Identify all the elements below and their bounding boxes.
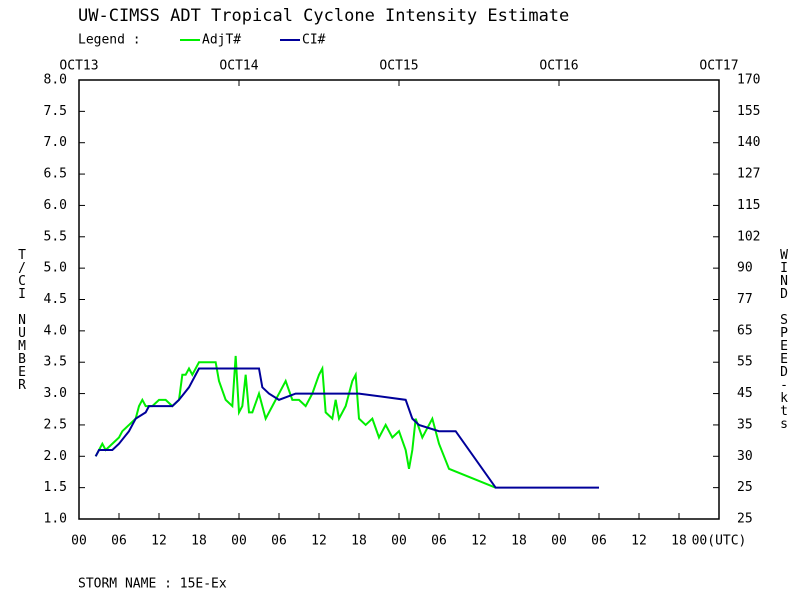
x2-tick-label: OCT16: [539, 59, 578, 74]
x2-tick-label: OCT14: [219, 59, 258, 74]
x-tick-label: 12: [471, 534, 487, 549]
y-tick-label: 8.0: [44, 73, 67, 88]
y2-tick-label: 45: [737, 386, 753, 401]
chart-title: UW-CIMSS ADT Tropical Cyclone Intensity …: [78, 6, 569, 26]
plot-frame: [78, 79, 720, 520]
y-tick-label: 5.5: [44, 229, 67, 244]
footer: STORM NAME : 15E-Ex: [78, 577, 227, 592]
series-line: [94, 367, 599, 489]
y-tick-label: 7.5: [44, 104, 67, 119]
y-tick-label: 3.5: [44, 355, 67, 370]
y2-axis-label: WIND SPEED-kts: [777, 248, 792, 430]
y2-tick-label: 90: [737, 261, 753, 276]
y2-tick-label: 65: [737, 323, 753, 338]
y2-tick-label: 25: [737, 480, 753, 495]
legend-label: Legend :: [78, 33, 141, 48]
series-line: [94, 355, 497, 489]
y2-tick-label: 77: [737, 292, 753, 307]
y-tick-label: 3.0: [44, 386, 67, 401]
y2-tick-label: 25: [737, 512, 753, 527]
x-tick-label: 00: [231, 534, 247, 549]
x2-tick-label: OCT17: [699, 59, 738, 74]
y-tick-label: 2.0: [44, 449, 67, 464]
y-tick-label: 6.0: [44, 198, 67, 213]
y2-tick-label: 35: [737, 417, 753, 432]
y2-tick-label: 140: [737, 135, 760, 150]
legend-label: CI#: [302, 33, 326, 48]
x-tick-label: 06: [111, 534, 127, 549]
x-tick-label: 00: [391, 534, 407, 549]
y-tick-label: 4.5: [44, 292, 67, 307]
y-tick-label: 6.5: [44, 167, 67, 182]
y2-tick-label: 30: [737, 449, 753, 464]
x-tick-label: 12: [151, 534, 167, 549]
y-tick-label: 4.0: [44, 323, 67, 338]
x-tick-label: 12: [631, 534, 647, 549]
x-tick-label: 06: [271, 534, 287, 549]
x-tick-label: 00(UTC): [692, 534, 747, 549]
y-tick-label: 5.0: [44, 261, 67, 276]
y2-tick-label: 127: [737, 167, 760, 182]
x-tick-label: 00: [551, 534, 567, 549]
y-tick-label: 1.0: [44, 512, 67, 527]
x2-tick-label: OCT15: [379, 59, 418, 74]
y-tick-label: 7.0: [44, 135, 67, 150]
x-tick-label: 18: [191, 534, 207, 549]
y2-tick-label: 55: [737, 355, 753, 370]
x-tick-label: 06: [591, 534, 607, 549]
y2-tick-label: 115: [737, 198, 760, 213]
x-tick-label: 06: [431, 534, 447, 549]
legend-label: AdjT#: [202, 33, 241, 48]
y-tick-label: 2.5: [44, 417, 67, 432]
x-tick-label: 18: [351, 534, 367, 549]
x-tick-label: 18: [671, 534, 687, 549]
y2-tick-label: 102: [737, 229, 760, 244]
y2-tick-label: 170: [737, 73, 760, 88]
x-tick-label: 00: [71, 534, 87, 549]
x-tick-label: 18: [511, 534, 527, 549]
x-tick-label: 12: [311, 534, 327, 549]
y-tick-label: 1.5: [44, 480, 67, 495]
y-axis-label: T/CI NUMBER: [15, 248, 30, 391]
y2-tick-label: 155: [737, 104, 760, 119]
x2-tick-label: OCT13: [59, 59, 98, 74]
